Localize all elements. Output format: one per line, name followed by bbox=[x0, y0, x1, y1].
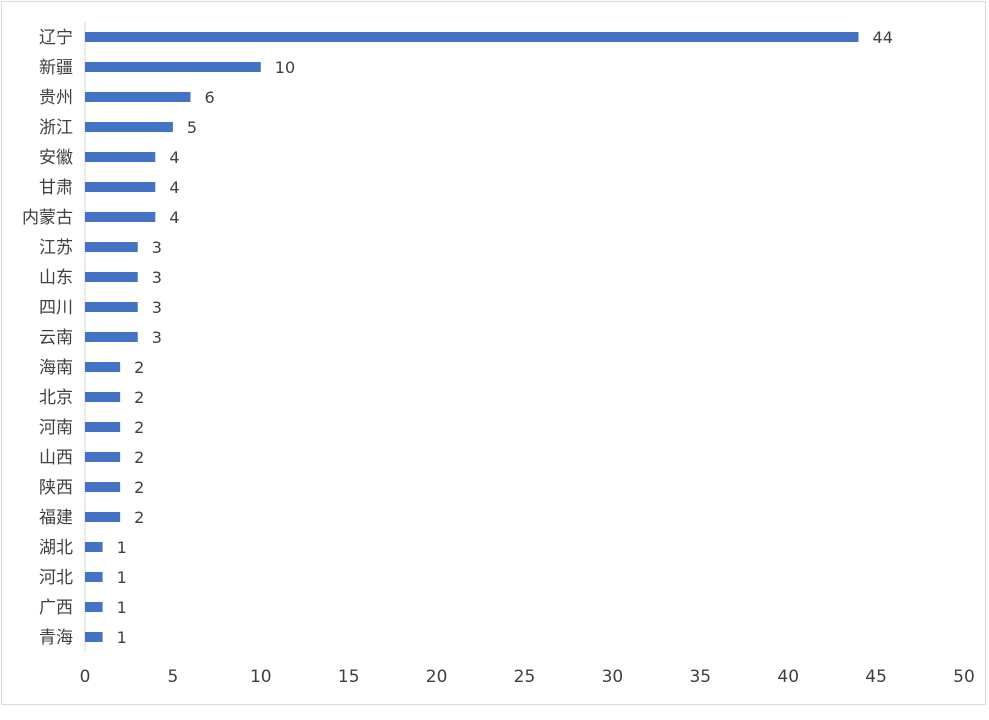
category-label: 青海 bbox=[39, 628, 73, 648]
category-label: 山西 bbox=[39, 448, 73, 468]
x-tick-label: 30 bbox=[602, 667, 624, 687]
value-label: 1 bbox=[117, 568, 127, 587]
category-label: 云南 bbox=[39, 328, 73, 348]
bar bbox=[85, 32, 859, 42]
value-label: 3 bbox=[152, 238, 162, 257]
value-label: 3 bbox=[152, 268, 162, 287]
category-label: 湖北 bbox=[39, 538, 73, 558]
bar bbox=[85, 242, 138, 252]
category-label: 山东 bbox=[39, 268, 73, 288]
value-label: 10 bbox=[275, 58, 295, 77]
category-label: 广西 bbox=[39, 598, 73, 618]
value-label: 5 bbox=[187, 118, 197, 137]
bar bbox=[85, 302, 138, 312]
bar bbox=[85, 452, 121, 462]
category-label: 安徽 bbox=[39, 148, 73, 168]
category-label: 河北 bbox=[39, 568, 73, 588]
bar bbox=[85, 212, 156, 222]
category-label: 海南 bbox=[39, 358, 73, 378]
x-tick-label: 35 bbox=[689, 667, 711, 687]
bar bbox=[85, 62, 261, 72]
x-tick-label: 40 bbox=[777, 667, 799, 687]
category-label: 内蒙古 bbox=[22, 208, 73, 228]
x-tick-label: 15 bbox=[338, 667, 360, 687]
bar bbox=[85, 512, 121, 522]
category-label: 甘肃 bbox=[39, 178, 73, 198]
category-label: 辽宁 bbox=[39, 28, 73, 48]
x-tick-label: 0 bbox=[80, 667, 91, 687]
value-label: 2 bbox=[134, 358, 144, 377]
bar bbox=[85, 122, 173, 132]
x-tick-label: 50 bbox=[953, 667, 975, 687]
bars bbox=[85, 32, 859, 642]
bar bbox=[85, 332, 138, 342]
labels: 辽宁 44 新疆 10 贵州 6 浙江 5 安徽 4 甘肃 4 内蒙古 4 江苏 3 山东 3 四川 3 云南 3 海南 2 北… bbox=[22, 28, 893, 648]
bar bbox=[85, 632, 103, 642]
value-label: 2 bbox=[134, 388, 144, 407]
category-label: 江苏 bbox=[39, 238, 73, 258]
bar bbox=[85, 272, 138, 282]
category-label: 贵州 bbox=[39, 88, 73, 108]
bar bbox=[85, 482, 121, 492]
x-tick-label: 20 bbox=[426, 667, 448, 687]
value-label: 3 bbox=[152, 298, 162, 317]
bar bbox=[85, 392, 121, 402]
category-label: 福建 bbox=[39, 508, 73, 528]
category-label: 四川 bbox=[39, 298, 73, 318]
value-label: 2 bbox=[134, 418, 144, 437]
value-label: 3 bbox=[152, 328, 162, 347]
value-label: 1 bbox=[117, 598, 127, 617]
bar bbox=[85, 542, 103, 552]
bar bbox=[85, 362, 121, 372]
category-label: 新疆 bbox=[39, 58, 73, 78]
chart-area bbox=[1, 1, 986, 705]
bar bbox=[85, 602, 103, 612]
category-label: 河南 bbox=[39, 418, 73, 438]
value-label: 2 bbox=[134, 448, 144, 467]
bar bbox=[85, 182, 156, 192]
value-label: 6 bbox=[204, 88, 214, 107]
value-label: 4 bbox=[169, 148, 179, 167]
x-tick-label: 10 bbox=[250, 667, 272, 687]
value-label: 44 bbox=[873, 28, 893, 47]
value-label: 4 bbox=[169, 208, 179, 227]
value-label: 4 bbox=[169, 178, 179, 197]
category-label: 浙江 bbox=[39, 118, 73, 138]
x-tick-label: 5 bbox=[167, 667, 178, 687]
bar bbox=[85, 92, 191, 102]
bar bbox=[85, 572, 103, 582]
category-label: 北京 bbox=[39, 388, 73, 408]
value-label: 2 bbox=[134, 478, 144, 497]
x-tick-label: 45 bbox=[865, 667, 887, 687]
value-label: 1 bbox=[117, 538, 127, 557]
x-tick-label: 25 bbox=[514, 667, 536, 687]
value-label: 1 bbox=[117, 628, 127, 647]
category-label: 陕西 bbox=[39, 478, 73, 498]
bar bbox=[85, 422, 121, 432]
bar bbox=[85, 152, 156, 162]
value-label: 2 bbox=[134, 508, 144, 527]
axes: 0 5 10 15 20 25 30 35 40 45 50 bbox=[80, 22, 975, 687]
